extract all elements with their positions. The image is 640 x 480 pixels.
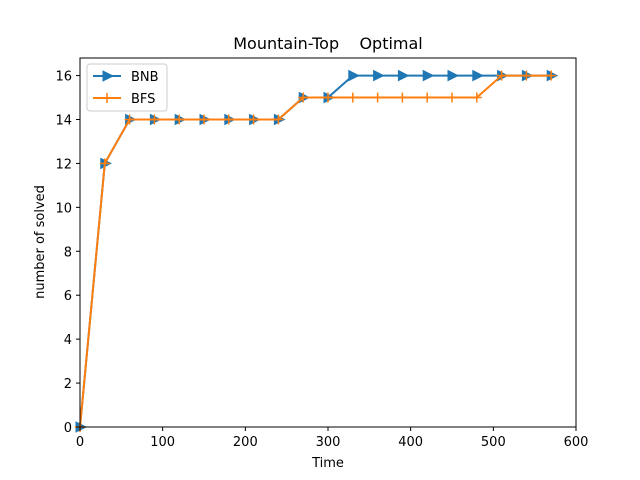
data-point-marker	[248, 114, 259, 125]
data-point-marker	[102, 70, 115, 82]
y-tick-label: 6	[64, 289, 72, 304]
y-tick-label: 12	[55, 157, 72, 172]
data-point-marker	[199, 114, 209, 125]
y-tick-label: 4	[64, 333, 72, 348]
y-tick-label: 8	[64, 245, 72, 260]
data-point-marker	[149, 114, 160, 125]
data-point-marker	[372, 92, 383, 103]
data-point-marker	[298, 92, 309, 103]
plot-area	[75, 57, 577, 433]
legend-item-bnb: BNB	[93, 70, 159, 85]
y-tick-label: 16	[55, 70, 72, 85]
data-point-marker	[348, 69, 360, 82]
legend-label: BNB	[131, 70, 159, 85]
y-tick-label: 2	[64, 377, 72, 392]
data-point-marker	[223, 114, 234, 125]
data-point-marker	[397, 92, 408, 103]
x-tick-label: 300	[316, 435, 341, 450]
x-tick-label: 200	[233, 435, 258, 450]
data-point-marker	[124, 114, 135, 125]
x-axis: 0 100 200 300 400 500 600	[76, 427, 589, 450]
legend-item-bfs: BFS	[93, 92, 155, 107]
data-point-marker	[471, 92, 482, 103]
x-tick-label: 100	[150, 435, 175, 450]
data-point-marker	[397, 69, 410, 82]
y-tick-label: 10	[55, 201, 72, 216]
y-axis-title: number of solved	[33, 185, 48, 299]
legend-items: BNB BFS	[93, 70, 159, 107]
data-point-marker	[422, 92, 433, 103]
y-tick-label: 0	[64, 421, 72, 436]
data-point-marker	[102, 93, 112, 103]
chart-title: Mountain-Top Optimal	[233, 34, 423, 53]
x-tick-label: 600	[564, 435, 589, 450]
data-point-marker	[472, 69, 484, 82]
x-tick-label: 0	[76, 435, 84, 450]
data-point-marker	[273, 114, 284, 125]
legend: BNB BFS	[86, 63, 168, 112]
x-tick-label: 500	[481, 435, 506, 450]
y-tick-label: 14	[55, 114, 72, 129]
data-point-marker	[496, 70, 507, 81]
series-layer	[75, 69, 559, 433]
data-point-marker	[447, 92, 457, 103]
x-tick-label: 400	[398, 435, 423, 450]
data-point-marker	[447, 69, 460, 82]
data-point-marker	[323, 92, 333, 103]
data-point-marker	[99, 158, 110, 169]
data-point-marker	[422, 69, 435, 82]
data-point-marker	[546, 70, 557, 81]
x-axis-title: Time	[311, 456, 344, 471]
data-point-marker	[373, 69, 385, 82]
legend-label: BFS	[131, 92, 155, 107]
data-point-marker	[521, 70, 532, 81]
data-point-marker	[174, 114, 185, 125]
data-point-marker	[347, 92, 358, 103]
y-axis: 0 2 4 6 8 10 12 14 16	[55, 70, 80, 436]
